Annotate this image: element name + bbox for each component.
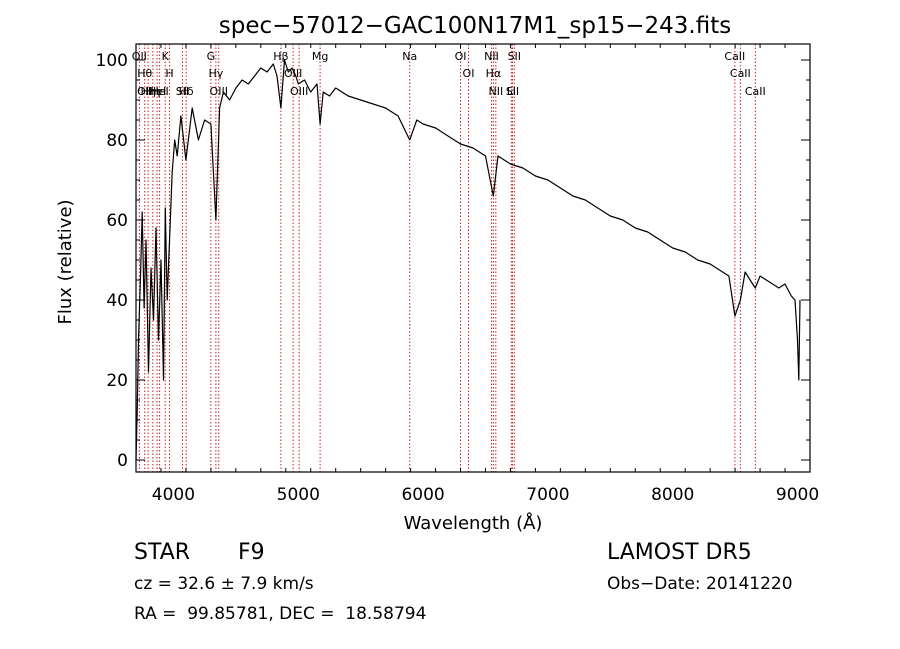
y-axis-label: Flux (relative) (55, 199, 76, 324)
x-tick-label: 8000 (651, 485, 694, 505)
y-tick-label: 60 (106, 211, 128, 231)
marker-label: Hη (140, 85, 155, 98)
marker-label: H (165, 67, 173, 80)
marker-label: CaII (745, 85, 766, 98)
marker-label: CaII (730, 67, 751, 80)
y-tick-label: 100 (96, 51, 128, 71)
marker-label: Na (402, 50, 417, 63)
marker-label: HeI (148, 85, 166, 98)
marker-label: OII (132, 50, 147, 63)
marker-label: Hθ (137, 67, 152, 80)
marker-label: Hη (145, 85, 160, 98)
chart-title: spec−57012−GAC100N17M1_sp15−243.fits (219, 13, 731, 39)
marker-label: Hα (486, 67, 502, 80)
marker-label: OIII (290, 85, 308, 98)
marker-label: OI (455, 50, 467, 63)
marker-label: CaII (724, 50, 745, 63)
marker-label: NII (488, 85, 503, 98)
marker-label: NII (484, 50, 499, 63)
y-tick-label: 20 (106, 371, 128, 391)
redshift-cz: cz = 32.6 ± 7.9 km/s (134, 574, 314, 594)
marker-label: Hγ (208, 67, 223, 80)
marker-label: SII (176, 85, 189, 98)
x-axis-label: Wavelength (Å) (404, 512, 543, 534)
marker-label: G (207, 50, 216, 63)
y-tick-label: 80 (106, 131, 128, 151)
marker-lines (138, 44, 756, 472)
ra-dec-coordinates: RA = 99.85781, DEC = 18.58794 (134, 604, 427, 624)
x-tick-label: 9000 (776, 485, 819, 505)
y-axis: 0 20 40 60 80 100 (96, 51, 810, 471)
x-tick-label: 5000 (277, 485, 320, 505)
y-tick-label: 0 (117, 451, 128, 471)
marker-label: Mg (312, 50, 328, 63)
marker-label: K (162, 50, 170, 63)
marker-label: OI (463, 67, 475, 80)
object-subclass: F9 (238, 540, 265, 565)
survey-release: LAMOST DR5 (607, 540, 752, 565)
marker-label: Li (507, 85, 516, 98)
x-tick-label: 4000 (152, 485, 195, 505)
marker-label: OIII (284, 67, 302, 80)
marker-label: SII (506, 85, 519, 98)
marker-label: SII (508, 50, 521, 63)
marker-label: OII (137, 85, 152, 98)
spectrum-line (135, 59, 801, 461)
marker-label: HeI (150, 85, 168, 98)
x-tick-label: 7000 (526, 485, 569, 505)
y-tick-label: 40 (106, 291, 128, 311)
marker-label: OIII (210, 85, 228, 98)
x-axis: 4000 5000 6000 7000 8000 9000 (135, 44, 819, 505)
x-tick-label: 6000 (401, 485, 444, 505)
object-class: STAR (134, 540, 191, 565)
marker-label: Hδ (179, 85, 194, 98)
marker-label: Hβ (273, 50, 288, 63)
plot-frame (135, 43, 811, 473)
observation-date: Obs−Date: 20141220 (607, 574, 793, 594)
marker-labels: OIIHθOIIHηHηHeIHeIKHSIIHδGHγOIIIHβOIIIOI… (132, 50, 766, 98)
